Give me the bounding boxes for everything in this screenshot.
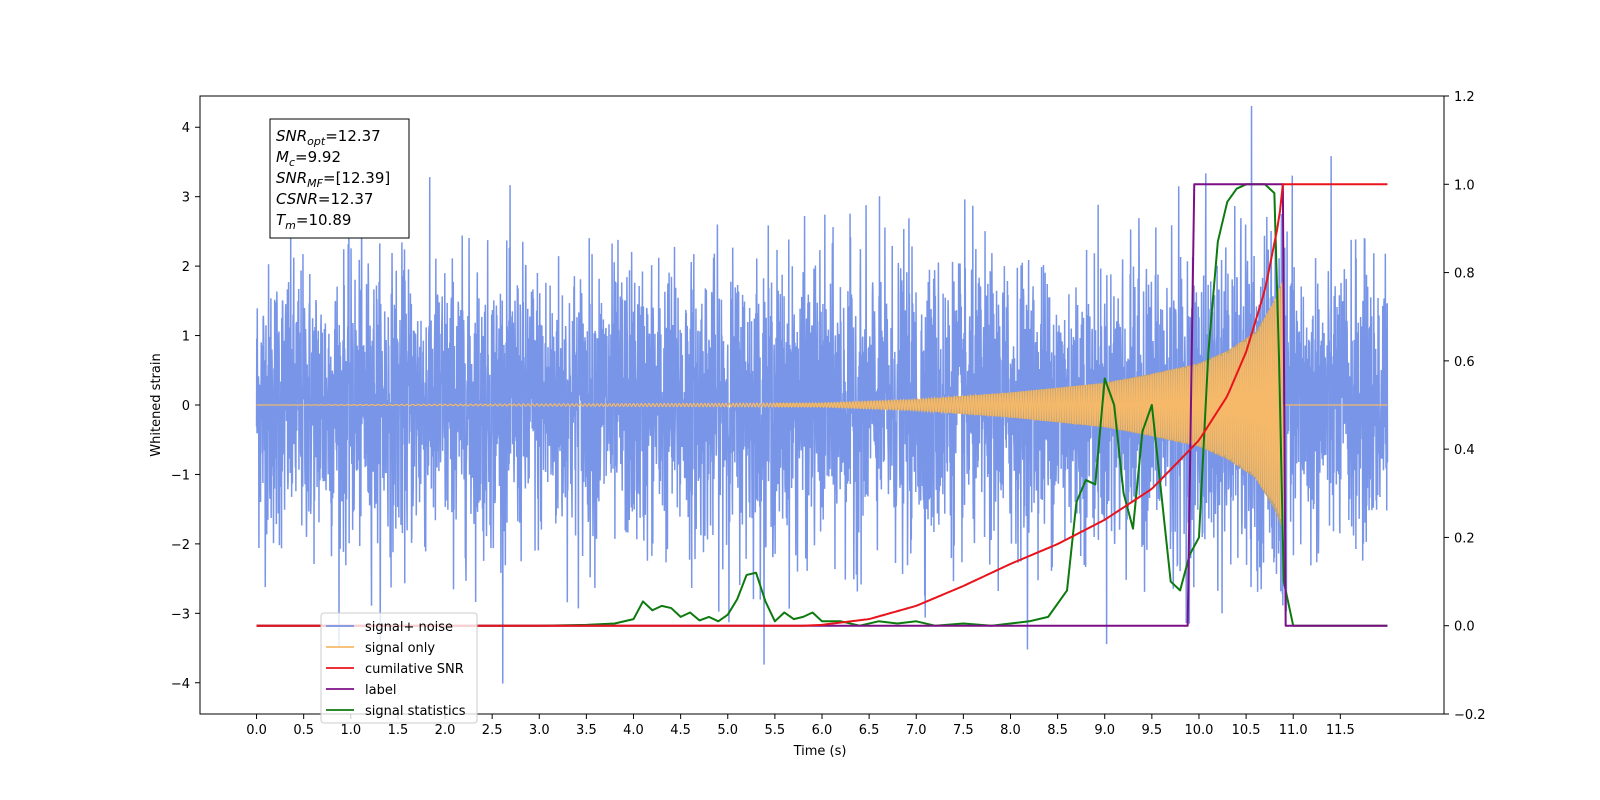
y-tick-label: −3 bbox=[171, 607, 190, 622]
annotation-box: SNRopt=12.37Mc=9.92SNRMF=[12.39]CSNR=12.… bbox=[269, 118, 410, 239]
y-tick-label: −2 bbox=[171, 538, 190, 553]
legend-entry-label: signal only bbox=[365, 641, 435, 656]
plot-area bbox=[255, 105, 1389, 684]
y-tick-label: 0 bbox=[182, 399, 190, 414]
annotation-line: Tm=10.89 bbox=[276, 211, 351, 232]
y2-tick-label: 0.4 bbox=[1454, 443, 1475, 458]
x-tick-label: 4.5 bbox=[670, 723, 691, 738]
series-signal-statistics-line bbox=[256, 183, 1388, 627]
y-tick-label: 4 bbox=[182, 121, 190, 136]
x-tick-label: 3.5 bbox=[576, 723, 597, 738]
x-tick-label: 2.0 bbox=[435, 723, 456, 738]
x-tick-label: 6.0 bbox=[812, 723, 833, 738]
x-tick-label: 10.0 bbox=[1184, 723, 1213, 738]
x-tick-label: 3.0 bbox=[529, 723, 550, 738]
x-tick-label: 10.5 bbox=[1232, 723, 1261, 738]
series-signal-only-line bbox=[256, 283, 1388, 525]
x-tick-label: 1.5 bbox=[388, 723, 409, 738]
x-tick-label: 2.5 bbox=[482, 723, 503, 738]
annotation-line: SNRopt=12.37 bbox=[276, 127, 381, 148]
y-tick-label: 3 bbox=[182, 191, 190, 206]
y2-tick-label: −0.2 bbox=[1454, 708, 1486, 723]
y-tick-label: 2 bbox=[182, 260, 190, 275]
x-tick-label: 5.0 bbox=[717, 723, 738, 738]
y-tick-label: −1 bbox=[171, 468, 190, 483]
x-tick-label: 0.5 bbox=[293, 723, 314, 738]
x-tick-label: 11.0 bbox=[1279, 723, 1308, 738]
annotation-line: Mc=9.92 bbox=[276, 148, 341, 169]
x-tick-label: 7.5 bbox=[953, 723, 974, 738]
legend-entry-label: signal statistics bbox=[365, 704, 466, 719]
x-axis: 0.0 0.5 1.0 1.5 2.0 2.5 3.0 3.5 4.0 4.5 5.0 5.5 6.0 6… bbox=[246, 714, 1355, 738]
y2-tick-label: 0.2 bbox=[1454, 531, 1475, 546]
legend-frame bbox=[320, 612, 478, 724]
legend-entry-label: cumilative SNR bbox=[365, 662, 464, 677]
x-tick-label: 1.0 bbox=[340, 723, 361, 738]
x-tick-label: 4.0 bbox=[623, 723, 644, 738]
legend-entry-label: signal+ noise bbox=[365, 620, 453, 635]
legend-entry-label: label bbox=[365, 683, 396, 698]
annotation-frame bbox=[269, 118, 410, 239]
x-tick-label: 9.5 bbox=[1142, 723, 1163, 738]
x-tick-label: 9.0 bbox=[1094, 723, 1115, 738]
x-tick-label: 8.5 bbox=[1047, 723, 1068, 738]
x-tick-label: 6.5 bbox=[859, 723, 880, 738]
y-axis-right: 1.2 1.0 0.8 0.6 0.4 0.2 0.0 −0.2 bbox=[1444, 90, 1486, 723]
annotation-line: SNRMF=[12.39] bbox=[276, 169, 390, 190]
series-label-line bbox=[256, 183, 1388, 627]
series-signal-noise-line bbox=[255, 105, 1389, 684]
y2-tick-label: 0.0 bbox=[1454, 620, 1475, 635]
x-tick-label: 5.5 bbox=[765, 723, 786, 738]
y-axis-label: Whitened strain bbox=[149, 353, 164, 456]
x-tick-label: 0.0 bbox=[246, 723, 267, 738]
y2-tick-label: 1.0 bbox=[1454, 178, 1475, 193]
y2-tick-label: 0.8 bbox=[1454, 267, 1475, 282]
y-tick-label: 1 bbox=[182, 330, 190, 345]
y2-tick-label: 0.6 bbox=[1454, 355, 1475, 370]
annotation-line: CSNR=12.37 bbox=[276, 190, 373, 208]
x-tick-label: 8.0 bbox=[1000, 723, 1021, 738]
y-axis-left: 4 3 2 1 0 −1 −2 −3 −4 bbox=[171, 121, 200, 692]
x-tick-label: 11.5 bbox=[1326, 723, 1355, 738]
legend: signal+ noise signal only cumilative SNR la… bbox=[320, 612, 478, 724]
y2-tick-label: 1.2 bbox=[1454, 90, 1475, 105]
y-tick-label: −4 bbox=[171, 677, 190, 692]
x-tick-label: 7.0 bbox=[906, 723, 927, 738]
x-axis-label: Time (s) bbox=[793, 744, 847, 759]
